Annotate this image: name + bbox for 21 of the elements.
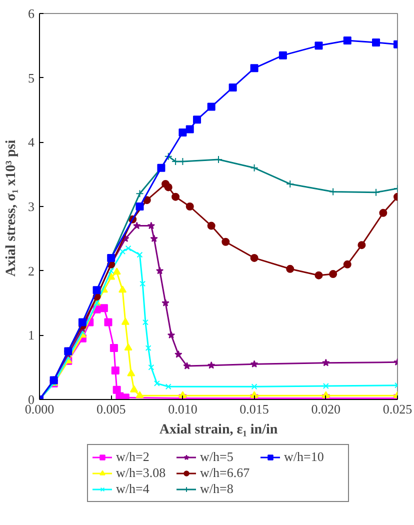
- y-tick-label: 1: [28, 328, 34, 343]
- x-tick-label: 0.010: [168, 402, 198, 416]
- y-axis-title: Axial stress, σ₁ x10³ psi: [4, 140, 19, 277]
- legend-label: w/h=3.08: [116, 465, 167, 481]
- legend-label: w/h=10: [284, 449, 325, 465]
- legend-label: w/h=5: [200, 449, 234, 465]
- x-tick-label: 0.025: [382, 402, 412, 416]
- y-tick-label: 5: [28, 70, 34, 86]
- y-tick-label: 4: [28, 134, 35, 150]
- legend-label: w/h=8: [200, 481, 234, 497]
- legend-label: w/h=4: [116, 481, 150, 497]
- x-tick-label: 0.015: [240, 402, 269, 416]
- x-tick-label: 0.020: [311, 402, 341, 416]
- y-tick-label: 2: [28, 263, 34, 278]
- y-tick-label: 6: [28, 6, 35, 21]
- legend-label: w/h=2: [116, 449, 150, 465]
- y-tick-label: 0: [28, 392, 34, 407]
- x-tick-label: 0.005: [96, 402, 126, 416]
- y-tick-label: 3: [28, 199, 34, 214]
- legend-label: w/h=6.67: [200, 465, 251, 481]
- x-axis-title: Axial strain, ε₁ in/in: [159, 422, 278, 438]
